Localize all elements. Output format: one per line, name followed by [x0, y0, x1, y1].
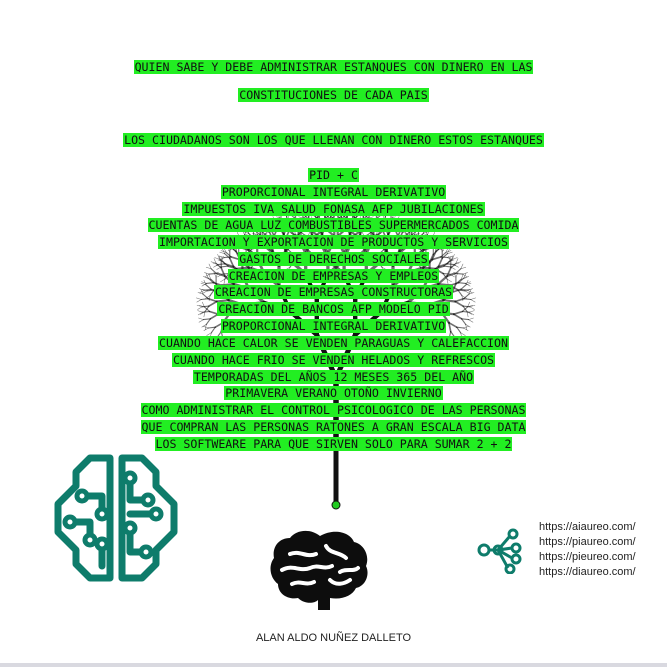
link-aiaureo[interactable]: https://aiaureo.com/: [539, 521, 636, 533]
link-diaureo[interactable]: https://diaureo.com/: [539, 566, 636, 578]
text-line-14-label: CUANDO HACE CALOR SE VENDEN PARAGUAS Y C…: [157, 336, 509, 350]
text-line-10-label: CREACION DE EMPRESAS Y EMPLEOS: [227, 269, 440, 283]
text-line-1-label: QUIEN SABE Y DEBE ADMINISTRAR ESTANQUES …: [133, 60, 534, 74]
link-piaureo[interactable]: https://piaureo.com/: [539, 536, 636, 548]
text-line-16: TEMPORADAS DEL AÑOS 12 MESES 365 DEL AÑO: [0, 366, 667, 385]
text-line-3: LOS CIUDADANOS SON LOS QUE LLENAN CON DI…: [0, 129, 667, 148]
text-line-1: QUIEN SABE Y DEBE ADMINISTRAR ESTANQUES …: [0, 56, 667, 75]
text-line-5-label: PROPORCIONAL INTEGRAL DERIVATIVO: [220, 185, 447, 199]
text-line-18: COMO ADMINISTRAR EL CONTROL PSICOLOGICO …: [0, 399, 667, 418]
text-line-2-label: CONSTITUCIONES DE CADA PAIS: [238, 88, 429, 102]
text-line-9-label: GASTOS DE DERECHOS SOCIALES: [238, 252, 429, 266]
text-line-2: CONSTITUCIONES DE CADA PAIS: [0, 84, 667, 103]
text-line-20-label: LOS SOFTWEARE PARA QUE SIRVEN SOLO PARA …: [154, 437, 513, 451]
text-line-6-label: IMPUESTOS IVA SALUD FONASA AFP JUBILACIO…: [182, 202, 485, 216]
text-line-15-label: CUANDO HACE FRIO SE VENDEN HELADOS Y REF…: [171, 353, 496, 367]
text-line-8-label: IMPORTACION Y EXPORTACION DE PRODUCTOS Y…: [157, 235, 509, 249]
bottom-divider: [0, 663, 667, 667]
text-line-7: CUENTAS DE AGUA LUZ COMBUSTIBLES SUPERME…: [0, 214, 667, 233]
text-line-12: CREACION DE BANCOS AFP MODELO PID: [0, 298, 667, 317]
link-pieureo[interactable]: https://pieureo.com/: [539, 551, 636, 563]
text-line-7-label: CUENTAS DE AGUA LUZ COMBUSTIBLES SUPERME…: [147, 218, 520, 232]
text-line-17-label: PRIMAVERA VERANO OTOÑO INVIERNO: [224, 386, 443, 400]
text-line-4: PID + C: [0, 164, 667, 183]
text-line-11: CREACION DE EMPRESAS CONSTRUCTORAS: [0, 281, 667, 300]
text-line-17: PRIMAVERA VERANO OTOÑO INVIERNO: [0, 382, 667, 401]
text-line-19-label: QUE COMPRAN LAS PERSONAS RATONES A GRAN …: [140, 420, 527, 434]
text-line-4-label: PID + C: [308, 168, 359, 182]
text-line-15: CUANDO HACE FRIO SE VENDEN HELADOS Y REF…: [0, 349, 667, 368]
brain-icon: [270, 530, 368, 610]
text-line-10: CREACION DE EMPRESAS Y EMPLEOS: [0, 265, 667, 284]
text-line-8: IMPORTACION Y EXPORTACION DE PRODUCTOS Y…: [0, 231, 667, 250]
text-line-13-label: PROPORCIONAL INTEGRAL DERIVATIVO: [220, 319, 447, 333]
text-line-19: QUE COMPRAN LAS PERSONAS RATONES A GRAN …: [0, 416, 667, 435]
text-line-11-label: CREACION DE EMPRESAS CONSTRUCTORAS: [213, 285, 454, 299]
text-line-16-label: TEMPORADAS DEL AÑOS 12 MESES 365 DEL AÑO: [192, 370, 475, 384]
text-line-6: IMPUESTOS IVA SALUD FONASA AFP JUBILACIO…: [0, 198, 667, 217]
text-line-3-label: LOS CIUDADANOS SON LOS QUE LLENAN CON DI…: [123, 133, 544, 147]
ai-circuit-brain-icon: [54, 454, 178, 582]
text-line-13: PROPORCIONAL INTEGRAL DERIVATIVO: [0, 315, 667, 334]
text-line-12-label: CREACION DE BANCOS AFP MODELO PID: [217, 302, 450, 316]
links-list: https://aiaureo.com/ https://piaureo.com…: [539, 520, 636, 580]
text-line-18-label: COMO ADMINISTRAR EL CONTROL PSICOLOGICO …: [140, 403, 527, 417]
text-line-20: LOS SOFTWEARE PARA QUE SIRVEN SOLO PARA …: [0, 433, 667, 452]
text-line-9: GASTOS DE DERECHOS SOCIALES: [0, 248, 667, 267]
text-line-5: PROPORCIONAL INTEGRAL DERIVATIVO: [0, 181, 667, 200]
network-share-icon: [477, 528, 522, 574]
author-name: ALAN ALDO NUÑEZ DALLETO: [255, 632, 412, 644]
text-line-14: CUANDO HACE CALOR SE VENDEN PARAGUAS Y C…: [0, 332, 667, 351]
